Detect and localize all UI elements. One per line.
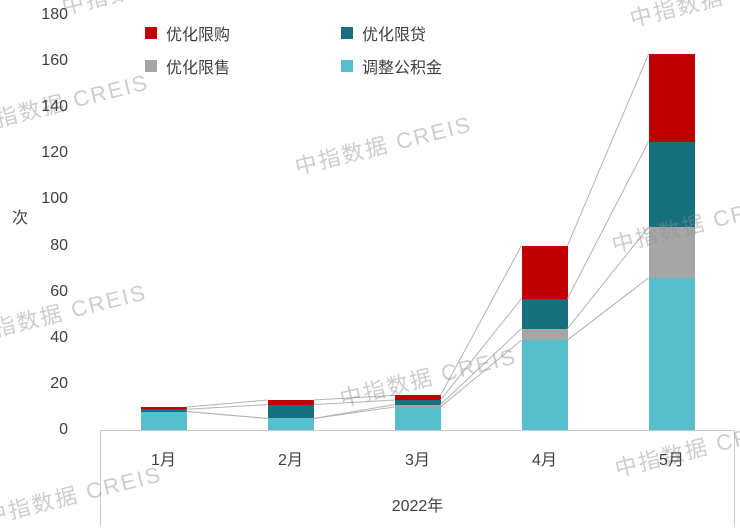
legend-label: 调整公积金 bbox=[362, 59, 443, 77]
legend-label: 优化限购 bbox=[166, 26, 231, 44]
legend-swatch bbox=[341, 59, 353, 72]
bar-segment bbox=[521, 328, 568, 341]
y-tick-label: 0 bbox=[59, 421, 68, 438]
bar-segment bbox=[140, 406, 187, 410]
y-tick-label: 40 bbox=[50, 328, 68, 346]
bar-segment bbox=[140, 409, 187, 412]
bar-segment bbox=[267, 418, 314, 430]
legend: 优化限购 优化限贷优化限售 调整公积金 bbox=[145, 16, 537, 82]
y-tick-label: 160 bbox=[41, 52, 68, 70]
watermark-text: 中指数据 CREIS bbox=[292, 111, 475, 180]
bar-segment bbox=[648, 227, 695, 278]
legend-swatch bbox=[341, 26, 353, 39]
bar-segment bbox=[394, 406, 441, 430]
x-category-label: 3月 bbox=[405, 452, 430, 469]
axis-band-border-right bbox=[734, 430, 735, 526]
bar-segment bbox=[521, 245, 568, 299]
legend-item: 优化限售 bbox=[145, 49, 341, 82]
y-tick-label: 80 bbox=[50, 236, 68, 254]
bar-segment bbox=[394, 395, 441, 401]
legend-swatch bbox=[145, 26, 157, 39]
legend-swatch bbox=[145, 59, 157, 72]
legend-item: 优化限购 bbox=[145, 16, 341, 49]
y-tick-label: 140 bbox=[41, 98, 68, 116]
bar-segment bbox=[648, 54, 695, 142]
x-axis-line bbox=[100, 430, 735, 431]
bar-segment bbox=[394, 404, 441, 407]
bar-segment bbox=[140, 411, 187, 430]
legend-label: 优化限售 bbox=[166, 59, 231, 77]
y-tick-label: 120 bbox=[41, 144, 68, 162]
y-tick-label: 20 bbox=[50, 374, 68, 392]
x-axis-title: 2022年 bbox=[391, 498, 444, 515]
bar-segment bbox=[648, 277, 695, 430]
y-tick-label: 100 bbox=[41, 190, 68, 208]
x-category-label: 4月 bbox=[532, 452, 557, 469]
x-category-label: 1月 bbox=[151, 452, 176, 469]
bar-segment bbox=[521, 340, 568, 430]
bar-segment bbox=[648, 141, 695, 228]
bar-segment bbox=[267, 400, 314, 405]
y-axis-title: 次 bbox=[12, 210, 29, 227]
legend-item: 调整公积金 bbox=[341, 49, 537, 82]
bar-segment bbox=[521, 298, 568, 329]
axis-band-border-left bbox=[100, 430, 101, 526]
legend-item: 优化限贷 bbox=[341, 16, 537, 49]
y-tick-label: 180 bbox=[41, 6, 68, 23]
bar-segment bbox=[267, 404, 314, 419]
x-category-label: 5月 bbox=[659, 452, 684, 469]
y-tick-label: 60 bbox=[50, 282, 68, 300]
x-category-label: 2月 bbox=[278, 452, 303, 469]
legend-label: 优化限贷 bbox=[362, 26, 427, 44]
bar-segment bbox=[394, 400, 441, 405]
watermark-text: 中指数据 CREIS bbox=[626, 0, 740, 34]
